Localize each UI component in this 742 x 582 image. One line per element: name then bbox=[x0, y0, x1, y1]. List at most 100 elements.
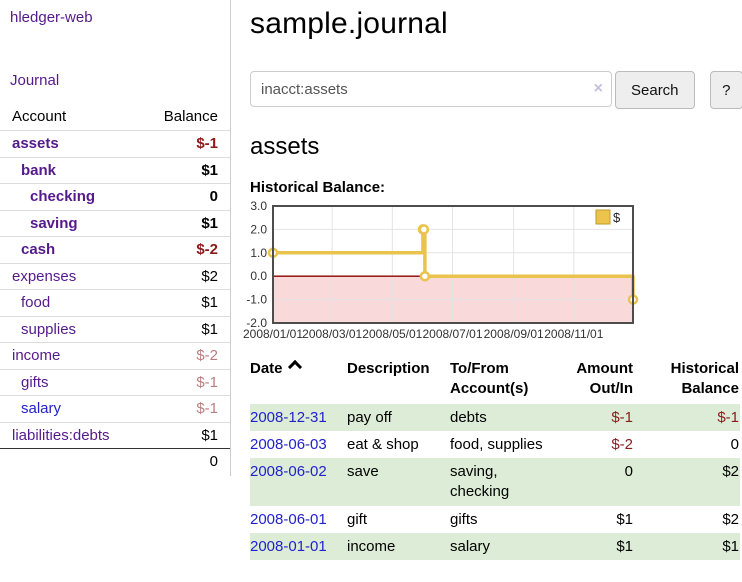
search-input-wrap: × bbox=[250, 71, 612, 107]
register-date-link[interactable]: 2008-06-03 bbox=[250, 435, 327, 453]
chart-xtick-label: 2008/09/01 bbox=[484, 327, 544, 341]
chart-legend-label: $ bbox=[613, 210, 621, 225]
sidebar-account-link-food[interactable]: food bbox=[21, 294, 51, 311]
register-accounts-cell: salary bbox=[450, 537, 491, 555]
sidebar-account-row: gifts $-1 bbox=[0, 368, 230, 396]
sidebar-account-row: supplies $1 bbox=[0, 315, 230, 343]
accounts-body: assets $-1 bank $1 checking 0 saving $1 cash $-2 e… bbox=[0, 130, 230, 449]
chart-xtick-label: 2008/07/01 bbox=[422, 327, 482, 341]
chart-heading: Historical Balance: bbox=[250, 179, 386, 196]
sidebar-account-row: expenses $2 bbox=[0, 262, 230, 290]
sidebar-account-row: food $1 bbox=[0, 289, 230, 316]
clear-search-icon[interactable]: × bbox=[593, 80, 603, 97]
register-description-cell: eat & shop bbox=[347, 435, 419, 453]
chart-ytick-label: -2.0 bbox=[246, 316, 267, 330]
accounts-header-account: Account bbox=[12, 108, 67, 125]
search-button[interactable]: Search bbox=[615, 71, 695, 109]
sidebar-account-balance: $1 bbox=[135, 156, 230, 184]
sidebar-account-link-checking[interactable]: checking bbox=[30, 188, 96, 205]
accounts-header-row: Account Balance bbox=[0, 106, 230, 131]
register-description-cell: income bbox=[347, 537, 396, 555]
sidebar-account-row: salary $-1 bbox=[0, 395, 230, 422]
sidebar-account-cell: saving bbox=[0, 209, 135, 237]
sort-ascending-icon bbox=[287, 359, 302, 375]
sidebar-account-cell: gifts bbox=[0, 368, 135, 396]
register-balance-cell: $2 bbox=[722, 463, 739, 480]
sidebar-account-row: saving $1 bbox=[0, 209, 230, 237]
chart-ytick-label: 1.0 bbox=[250, 246, 267, 260]
register-accounts-cell: debts bbox=[450, 408, 487, 426]
search-input[interactable] bbox=[250, 71, 612, 107]
chart-point bbox=[418, 224, 430, 235]
register-table: Date Description To/From Account(s) Amou… bbox=[250, 357, 740, 560]
register-header-date[interactable]: Date bbox=[250, 357, 347, 404]
accounts-header-balance: Balance bbox=[163, 108, 218, 125]
sidebar-account-cell: supplies bbox=[0, 315, 135, 343]
register-header-balance: Historical Balance bbox=[670, 360, 739, 398]
sidebar-account-row: checking 0 bbox=[0, 183, 230, 210]
sidebar-account-cell: liabilities:debts bbox=[0, 421, 135, 449]
register-body: 2008-12-31 pay off debts $-1 $-1 2008-06-03 ea… bbox=[250, 403, 740, 560]
sidebar-account-cell: expenses bbox=[0, 262, 135, 290]
sidebar-account-link-saving[interactable]: saving bbox=[30, 214, 78, 232]
sidebar-account-balance: $-2 bbox=[135, 342, 230, 369]
sidebar-account-balance: $2 bbox=[135, 262, 230, 290]
register-date-link[interactable]: 2008-12-31 bbox=[250, 408, 327, 426]
sidebar-account-balance: 0 bbox=[135, 183, 230, 210]
register-row: 2008-06-02 save saving, checking 0 $2 bbox=[250, 458, 740, 506]
register-accounts-cell: food, supplies bbox=[450, 435, 543, 453]
register-row: 2008-12-31 pay off debts $-1 $-1 bbox=[250, 403, 740, 431]
chart-ytick-label: 3.0 bbox=[250, 201, 267, 213]
account-heading: assets bbox=[250, 133, 320, 160]
register-date-link[interactable]: 2008-01-01 bbox=[250, 537, 327, 555]
sidebar-account-row: cash $-2 bbox=[0, 236, 230, 263]
register-header-description: Description bbox=[347, 360, 430, 377]
register-date-link[interactable]: 2008-06-02 bbox=[250, 463, 327, 480]
register-row: 2008-06-01 gift gifts $1 $2 bbox=[250, 506, 740, 533]
sidebar-account-link-liabilities-debts[interactable]: liabilities:debts bbox=[12, 426, 110, 444]
register-accounts-cell: gifts bbox=[450, 510, 478, 528]
register-date-cell: 2008-06-02 bbox=[250, 458, 347, 506]
sidebar-account-cell: cash bbox=[0, 236, 135, 263]
sidebar-account-link-income[interactable]: income bbox=[12, 347, 61, 364]
sidebar-account-row: assets $-1 bbox=[0, 130, 230, 157]
register-balance-cell: $2 bbox=[722, 510, 739, 528]
search-help-button[interactable]: ? bbox=[709, 71, 742, 109]
main-content: sample.journal × Search ? assets Histori… bbox=[231, 0, 742, 560]
sidebar-account-link-assets[interactable]: assets bbox=[12, 135, 59, 152]
chart-border bbox=[272, 205, 634, 324]
sidebar-item-journal[interactable]: Journal bbox=[10, 72, 60, 89]
sidebar-account-balance: $-1 bbox=[135, 130, 230, 157]
sidebar: hledger-web Journal Account Balance asse… bbox=[0, 0, 231, 476]
search-form: × Search ? bbox=[250, 71, 742, 109]
sidebar-account-link-bank[interactable]: bank bbox=[21, 161, 57, 179]
chart-xtick-label: 2008/11/01 bbox=[544, 327, 603, 341]
sidebar-account-link-cash[interactable]: cash bbox=[21, 241, 56, 258]
chart-xtick-label: 2008/03/01 bbox=[302, 327, 362, 341]
accounts-table: Account Balance assets $-1 bank $1 checking 0… bbox=[0, 106, 230, 475]
sidebar-account-cell: salary bbox=[0, 395, 135, 422]
chart-ytick-label: -1.0 bbox=[246, 293, 267, 307]
sidebar-account-cell: checking bbox=[0, 183, 135, 210]
register-date-link[interactable]: 2008-06-01 bbox=[250, 510, 327, 528]
sidebar-account-cell: income bbox=[0, 342, 135, 369]
sidebar-account-balance: $-2 bbox=[135, 236, 230, 263]
sidebar-account-cell: food bbox=[0, 289, 135, 316]
chart-point bbox=[419, 270, 431, 282]
sidebar-account-balance: $1 bbox=[135, 421, 230, 449]
sidebar-account-row: bank $1 bbox=[0, 156, 230, 184]
register-amount-cell: $-2 bbox=[611, 435, 633, 453]
chart-xtick-label: 2008/01/01 bbox=[243, 327, 303, 341]
register-amount-cell: $1 bbox=[616, 510, 633, 528]
register-description-cell: save bbox=[347, 463, 379, 480]
register-amount-cell: $-1 bbox=[611, 408, 633, 426]
app-brand-link[interactable]: hledger-web bbox=[10, 9, 93, 26]
chart-xtick-label: 2008/05/01 bbox=[362, 327, 422, 341]
sidebar-account-link-supplies[interactable]: supplies bbox=[21, 320, 77, 338]
sidebar-account-link-gifts[interactable]: gifts bbox=[21, 373, 49, 391]
register-description-cell: pay off bbox=[347, 408, 392, 426]
sidebar-account-balance: $-1 bbox=[135, 368, 230, 396]
sidebar-account-link-salary[interactable]: salary bbox=[21, 400, 62, 417]
register-header-date-label: Date bbox=[250, 360, 283, 377]
sidebar-account-link-expenses[interactable]: expenses bbox=[12, 267, 77, 285]
